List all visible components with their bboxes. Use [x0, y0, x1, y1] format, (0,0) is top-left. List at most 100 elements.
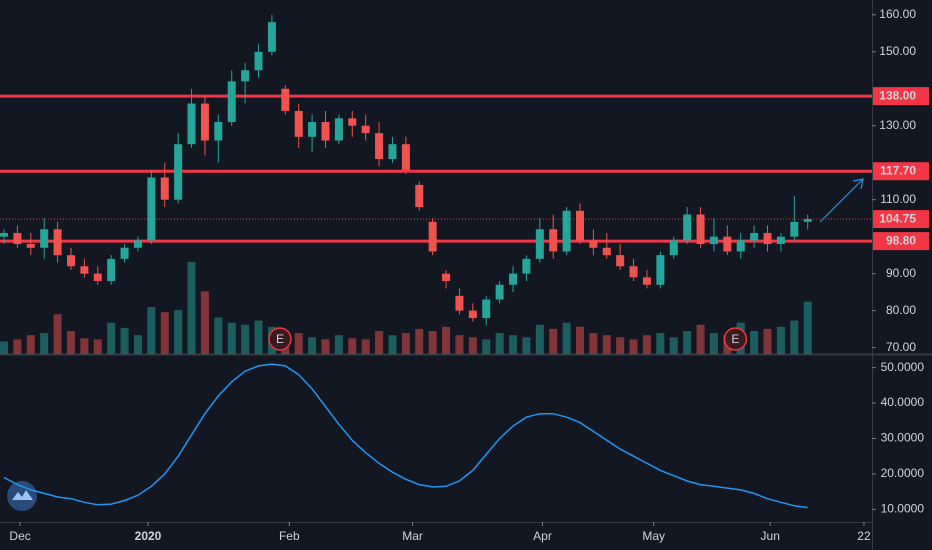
candle-body: [509, 273, 518, 285]
volume-bar: [656, 333, 665, 354]
candle-body: [428, 221, 437, 252]
candle-body: [241, 70, 250, 82]
volume-bar: [375, 331, 384, 354]
y-tick-label: 90.00: [886, 266, 916, 280]
candle-body: [80, 266, 89, 274]
logo[interactable]: [7, 481, 37, 511]
candle-body: [93, 273, 102, 282]
candle-body: [736, 240, 745, 252]
candle-body: [763, 232, 772, 245]
volume-bar: [468, 337, 477, 354]
candle-body: [522, 258, 531, 274]
volume-bar: [575, 326, 584, 354]
x-tick-label: Dec: [9, 529, 30, 543]
price-label-box: [873, 87, 929, 106]
candle-body: [53, 229, 62, 256]
candle-body: [375, 133, 384, 160]
volume-bar: [13, 339, 22, 354]
volume-bar: [80, 338, 89, 354]
volume-bar: [294, 333, 303, 354]
volume-bar: [147, 306, 156, 354]
y-tick-label: 150.00: [879, 44, 916, 58]
x-tick-label: Mar: [402, 529, 423, 543]
candle-body: [683, 214, 692, 241]
candle-body: [616, 255, 625, 267]
volume-bar: [321, 339, 330, 354]
price-label: 117.70: [880, 163, 916, 177]
x-tick-label: 22: [857, 529, 871, 543]
candle-body: [267, 22, 276, 52]
volume-bar: [334, 335, 343, 354]
candle-body: [120, 247, 129, 259]
volume-bar: [401, 333, 410, 354]
trend-arrow-head: [852, 178, 864, 190]
candle-body: [723, 236, 732, 252]
x-tick-label: Feb: [279, 529, 300, 543]
candle-body: [294, 110, 303, 137]
candle-body: [107, 258, 116, 282]
volume-bar: [696, 324, 705, 354]
indicator-tick-label: 40.0000: [881, 395, 925, 409]
volume-bar: [40, 333, 49, 354]
volume-bar: [241, 324, 250, 354]
x-tick-label: May: [642, 529, 665, 543]
volume-bar: [549, 328, 558, 354]
volume-bar: [482, 339, 491, 354]
volume-bar: [174, 310, 183, 354]
candle-body: [214, 122, 223, 141]
volume-bar: [455, 335, 464, 354]
volume-bar: [227, 322, 236, 354]
indicator-tick-label: 10.0000: [881, 502, 925, 516]
y-tick-label: 70.00: [886, 340, 916, 354]
indicator-tick-label: 50.0000: [881, 360, 925, 374]
candle-body: [442, 273, 451, 282]
candle-body: [575, 210, 584, 241]
candle-body: [750, 232, 759, 241]
volume-bar: [133, 335, 142, 354]
candle-body: [401, 144, 410, 171]
trend-arrow: [819, 179, 863, 223]
indicator-line: [3, 363, 808, 509]
candle-body: [602, 247, 611, 256]
candle-body: [361, 125, 370, 134]
candle-body: [535, 229, 544, 259]
candle-body: [642, 277, 651, 285]
price-label: 138.00: [879, 88, 916, 102]
volume-bar: [93, 339, 102, 354]
price-label: 98.80: [886, 233, 916, 247]
candle-body: [308, 122, 317, 137]
candle-body: [709, 236, 718, 245]
candle-body: [495, 284, 504, 300]
volume-bar: [589, 333, 598, 354]
volume-bar: [602, 335, 611, 354]
candle-body: [281, 88, 290, 111]
volume-bar: [53, 314, 62, 354]
volume-bar: [562, 322, 571, 354]
candle-body: [254, 51, 263, 71]
candle-body: [147, 177, 156, 241]
candle-body: [415, 184, 424, 208]
volume-bar: [776, 326, 785, 354]
volume-bar: [442, 326, 451, 354]
volume-bar: [254, 320, 263, 354]
volume-bar: [522, 337, 531, 354]
candle-body: [656, 255, 665, 285]
logo-icon: [12, 490, 33, 500]
candle-body: [790, 221, 799, 237]
x-tick-label: Apr: [533, 529, 552, 543]
x-tick-label: 2020: [135, 529, 162, 543]
volume-bar: [120, 327, 129, 354]
candle-body: [589, 240, 598, 248]
candle-body: [227, 81, 236, 123]
y-tick-label: 110.00: [880, 192, 916, 206]
volume-bar: [683, 331, 692, 354]
candle-body: [66, 255, 75, 267]
candle-body: [334, 118, 343, 141]
x-tick-label: Jun: [761, 529, 780, 543]
candle-body: [321, 122, 330, 141]
candle-body: [26, 244, 35, 248]
price-label: 104.75: [879, 211, 916, 225]
earnings-label: E: [731, 332, 739, 346]
y-tick-label: 160.00: [879, 7, 916, 21]
